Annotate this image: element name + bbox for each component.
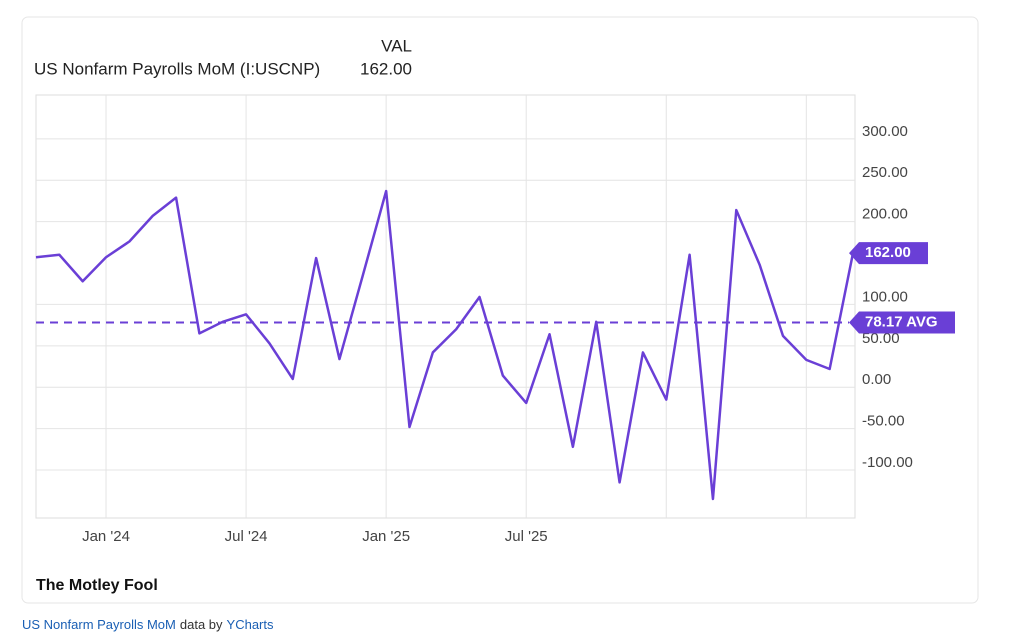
provider-link[interactable]: YCharts <box>227 617 274 632</box>
footer: US Nonfarm Payrolls MoM data by YCharts <box>22 617 274 632</box>
y-tick-label: 300.00 <box>862 123 908 140</box>
y-tick-label: 50.00 <box>862 330 900 347</box>
value-label: 162.00 <box>865 244 911 261</box>
card <box>21 16 979 604</box>
x-tick-label: Jul '25 <box>505 528 548 545</box>
y-tick-label: 200.00 <box>862 206 908 223</box>
y-tick-label: 0.00 <box>862 371 891 388</box>
plot-frame <box>35 94 856 519</box>
y-tick-label: 100.00 <box>862 288 908 305</box>
average-badge <box>849 311 955 334</box>
line-series <box>35 189 855 501</box>
chart-title: US Nonfarm Payrolls MoM (I:USCNP) <box>34 59 320 78</box>
y-tick-label: -100.00 <box>862 454 913 471</box>
value-badge <box>849 242 928 265</box>
value-header: VAL <box>381 36 412 55</box>
logo: The Motley Fool <box>36 577 158 594</box>
last-value: 162.00 <box>360 59 412 78</box>
x-tick-label: Jan '24 <box>82 528 130 545</box>
y-tick-label: -50.00 <box>862 413 905 430</box>
x-tick-label: Jul '24 <box>225 528 268 545</box>
x-tick-label: Jan '25 <box>362 528 410 545</box>
source-link[interactable]: US Nonfarm Payrolls MoM <box>22 617 176 632</box>
source-text: data by <box>180 617 223 632</box>
y-tick-label: 250.00 <box>862 164 908 181</box>
average-label: 78.17 AVG <box>865 313 938 330</box>
